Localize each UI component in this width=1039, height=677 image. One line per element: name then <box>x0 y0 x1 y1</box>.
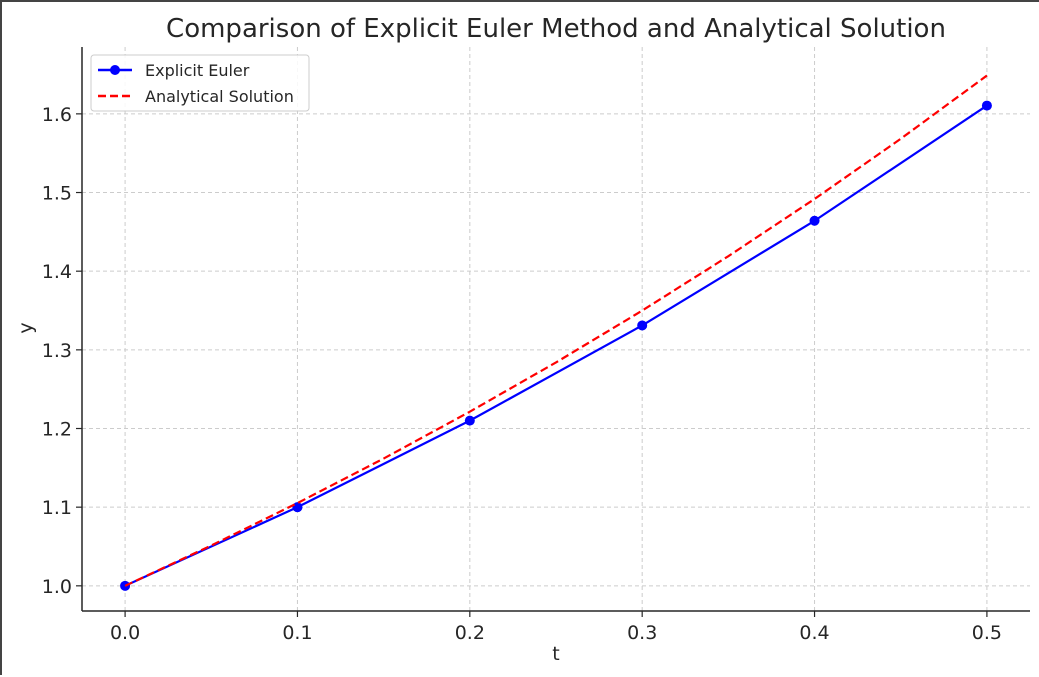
legend: Explicit Euler Analytical Solution <box>90 54 310 112</box>
y-tick-label: 1.4 <box>42 261 72 283</box>
x-tick-label: 0.5 <box>972 622 1002 644</box>
axes: 0.0 0.1 0.2 0.3 0.4 0.5 1.0 1.1 1.2 1.3 1.4 1.5 1.6 <box>42 47 1030 644</box>
legend-box <box>90 54 310 112</box>
x-axis-title: t <box>552 643 559 665</box>
y-axis-title: y <box>15 322 37 333</box>
y-tick-label: 1.3 <box>42 340 72 362</box>
data-point-explicit-euler <box>637 320 648 331</box>
series-lines <box>120 74 992 591</box>
x-tick-label: 0.4 <box>799 622 829 644</box>
data-point-explicit-euler <box>981 100 992 111</box>
data-point-explicit-euler <box>809 215 820 226</box>
x-tick-label: 0.3 <box>627 622 657 644</box>
legend-analytical-label: Analytical Solution <box>145 87 294 106</box>
legend-euler-marker <box>110 65 120 75</box>
x-tick-label: 0.0 <box>110 622 140 644</box>
grid-lines <box>82 47 1030 611</box>
x-tick-label: 0.2 <box>455 622 485 644</box>
legend-euler-label: Explicit Euler <box>145 61 250 80</box>
y-tick-label: 1.0 <box>42 576 72 598</box>
series-line-explicit-euler <box>124 104 988 587</box>
chart-title: Comparison of Explicit Euler Method and … <box>166 14 946 44</box>
chart-text: Comparison of Explicit Euler Method and … <box>15 14 946 665</box>
data-point-explicit-euler <box>292 502 303 513</box>
y-tick-label: 1.6 <box>42 104 72 126</box>
series-line-analytical-solution <box>124 74 988 587</box>
x-tick-label: 0.1 <box>282 622 312 644</box>
y-tick-label: 1.5 <box>42 183 72 205</box>
y-tick-label: 1.2 <box>42 419 72 441</box>
y-tick-label: 1.1 <box>42 497 72 519</box>
data-point-explicit-euler <box>464 415 475 426</box>
